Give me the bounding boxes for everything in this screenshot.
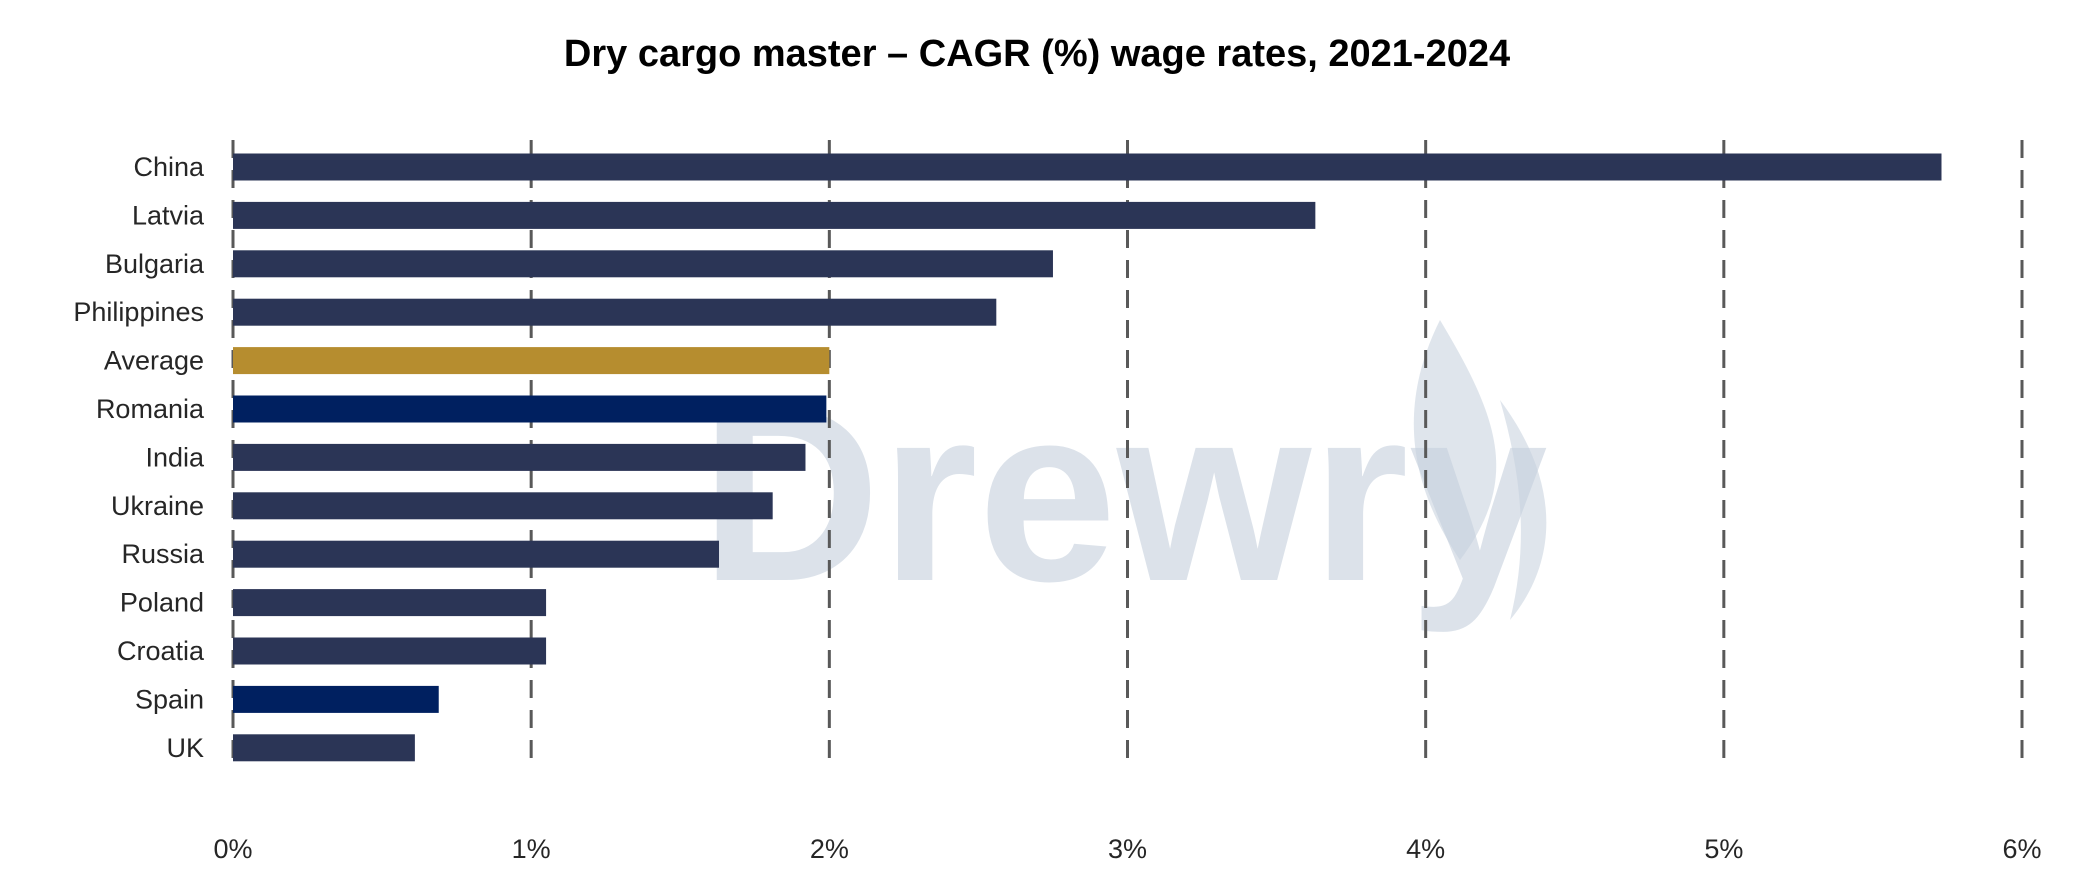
bar-poland (233, 589, 547, 617)
category-label: Ukraine (111, 491, 204, 521)
x-tick-label: 4% (1406, 834, 1445, 864)
category-label: India (145, 442, 205, 472)
x-tick-label: 0% (213, 834, 252, 864)
bar-russia (233, 540, 720, 568)
bar-romania (233, 395, 827, 423)
x-tick-label: 2% (810, 834, 849, 864)
bar-average (233, 347, 830, 375)
bar-bulgaria (233, 250, 1053, 278)
bar-spain (233, 685, 439, 713)
bar-latvia (233, 201, 1316, 229)
category-label: Philippines (73, 297, 204, 327)
x-tick-label: 1% (512, 834, 551, 864)
bar-croatia (233, 637, 547, 665)
category-label: Romania (96, 394, 205, 424)
category-label: Poland (120, 588, 204, 618)
category-label: Average (104, 346, 204, 376)
bar-philippines (233, 298, 997, 326)
bar-india (233, 443, 806, 471)
x-tick-label: 6% (2002, 834, 2041, 864)
category-label: Spain (135, 684, 204, 714)
x-tick-label: 5% (1704, 834, 1743, 864)
x-tick-label: 3% (1108, 834, 1147, 864)
category-label: Russia (121, 539, 205, 569)
bar-ukraine (233, 492, 773, 520)
bar-china (233, 153, 1942, 181)
bar-uk (233, 734, 415, 762)
category-label: Bulgaria (105, 249, 205, 279)
category-label: China (133, 152, 205, 182)
chart-title: Dry cargo master – CAGR (%) wage rates, … (564, 33, 1510, 75)
category-label: Croatia (117, 636, 205, 666)
svg-text:Drewry: Drewry (700, 354, 1548, 633)
category-label: Latvia (132, 200, 205, 230)
category-label: UK (166, 733, 204, 763)
drewry-watermark-logo: Drewry (700, 320, 1548, 633)
